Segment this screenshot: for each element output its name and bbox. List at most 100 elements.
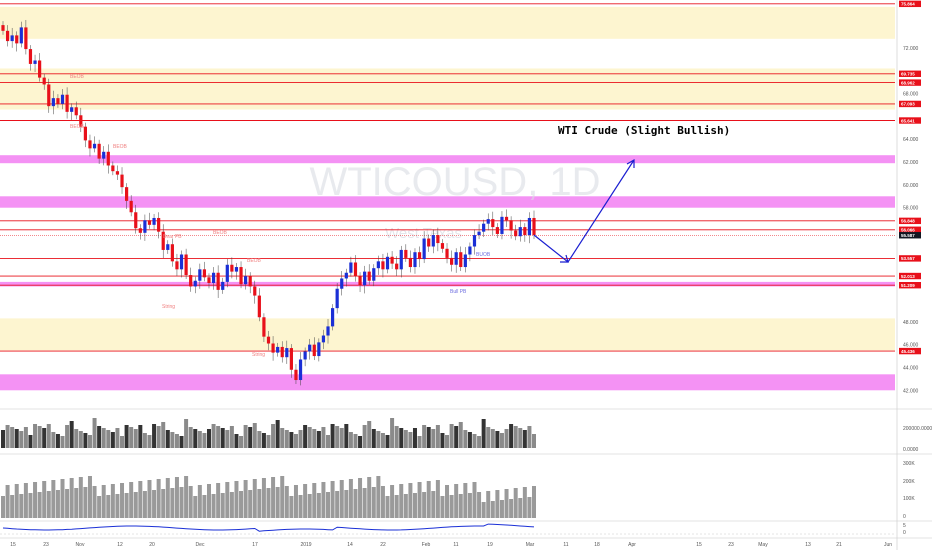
vol-bar-87: [399, 428, 404, 448]
level-label-8: 53.557: [901, 256, 915, 261]
vol-bar-56: [257, 431, 262, 448]
vol2-bar-116: [532, 486, 536, 518]
vol-bar-62: [284, 430, 289, 448]
vol2-bar-49: [225, 482, 230, 518]
candle-body-57: [262, 317, 266, 337]
candle-body-62: [285, 348, 289, 358]
candle-body-40: [184, 254, 188, 276]
vol-bar-48: [220, 428, 225, 448]
candle-body-68: [312, 344, 316, 357]
candle-body-6: [28, 49, 33, 64]
candle-body-7: [33, 60, 37, 64]
vol-bar-99: [454, 426, 459, 448]
vol2-bar-52: [239, 491, 244, 518]
vol-bar-111: [509, 424, 514, 448]
vol-bar-98: [449, 424, 454, 448]
vol2-bar-111: [509, 499, 514, 518]
vol-bar-39: [179, 436, 184, 448]
candle-body-33: [152, 217, 156, 225]
candle-body-1: [5, 30, 10, 42]
zone-2: [0, 155, 895, 164]
pattern-label-9: Bull PB: [450, 289, 467, 295]
x-tick-5: Dec: [196, 542, 205, 548]
vol-bar-80: [367, 421, 372, 448]
vol2-bar-70: [321, 482, 326, 518]
candles: [1, 19, 536, 386]
vol2-bar-2: [10, 495, 15, 518]
y-tick-5: 58.000: [903, 206, 919, 212]
vol-bar-16: [74, 429, 79, 448]
vol2-bar-36: [165, 478, 170, 518]
vol2-bar-86: [394, 495, 399, 518]
vol-bar-107: [490, 429, 495, 448]
x-tick-17: 15: [696, 542, 702, 548]
candle-body-90: [413, 252, 417, 268]
zone-0: [0, 6, 895, 39]
candle-body-98: [450, 257, 454, 265]
zone-4: [0, 318, 895, 351]
time-axis: 15 23 Nov 12 20 Dec 17 2019 14 22 Feb 11 19 Mar 11 18 Ap…: [0, 537, 932, 548]
candle-body-39: [179, 254, 184, 270]
vol2-bar-100: [458, 494, 463, 518]
candle-body-9: [42, 77, 46, 85]
vol2-bar-79: [362, 488, 367, 518]
candle-body-2: [10, 35, 14, 42]
vol-bar-70: [321, 427, 326, 448]
pattern-label-1: BEOB: [70, 124, 85, 130]
pattern-label-8: BUOB: [476, 252, 491, 258]
candle-body-101: [463, 254, 467, 268]
vol2-bar-55: [252, 479, 257, 518]
pattern-label-5: BEOB: [247, 258, 262, 264]
vol-bar-85: [390, 418, 395, 448]
y-tick-0: 72.000: [903, 46, 919, 52]
pattern-label-6: String: [162, 304, 175, 310]
vol-bar-113: [518, 428, 523, 448]
candle-body-51: [234, 267, 239, 272]
vol-bar-4: [19, 431, 24, 448]
vol-bar-15: [69, 421, 74, 448]
vol-bar-94: [431, 429, 436, 448]
level-label-bg-6: [899, 226, 921, 233]
candle-body-91: [417, 252, 422, 260]
candle-body-59: [271, 343, 275, 353]
candle-body-114: [523, 227, 527, 236]
candle-body-30: [138, 228, 142, 233]
vol-bar-6: [28, 435, 33, 448]
vol-bar-19: [87, 435, 92, 448]
vol2-bar-83: [380, 486, 385, 518]
vol-bar-92: [422, 425, 427, 448]
vol2-bar-51: [234, 481, 239, 518]
arrow-head-1: [560, 254, 569, 263]
vol-bar-71: [326, 435, 331, 448]
vol-bar-43: [197, 431, 202, 448]
level-label-bg-9: [899, 272, 921, 280]
vol-bar-104: [477, 436, 482, 448]
zone-3: [0, 196, 895, 208]
vol2-bar-71: [326, 492, 331, 518]
volume-panel-2: 300K 200K 100K 0: [0, 453, 932, 520]
x-tick-21: 21: [836, 542, 842, 548]
vol2-bar-76: [348, 479, 353, 518]
pattern-label-7: String: [252, 352, 265, 358]
candle-body-34: [157, 217, 161, 232]
vol2-tick-1: 200K: [903, 479, 915, 485]
vol2-bar-60: [275, 487, 280, 518]
x-tick-4: 20: [149, 542, 155, 548]
vol-bar-45: [206, 429, 211, 448]
vol2-bar-93: [426, 481, 431, 518]
vol2-bar-97: [445, 485, 450, 518]
vol2-bar-24: [110, 484, 115, 518]
vol-bar-84: [385, 435, 390, 448]
vol-bar-31: [142, 433, 147, 448]
vol2-bar-68: [312, 483, 317, 518]
vol2-bar-77: [353, 489, 358, 518]
vol-bar-25: [115, 428, 120, 448]
vol2-bar-13: [60, 479, 65, 518]
level-label-bg-1: [899, 70, 921, 77]
candle-body-36: [166, 244, 170, 250]
candle-body-103: [472, 235, 477, 247]
candle-body-23: [106, 151, 110, 166]
candle-body-53: [244, 276, 248, 285]
vol2-bar-39: [179, 487, 184, 518]
